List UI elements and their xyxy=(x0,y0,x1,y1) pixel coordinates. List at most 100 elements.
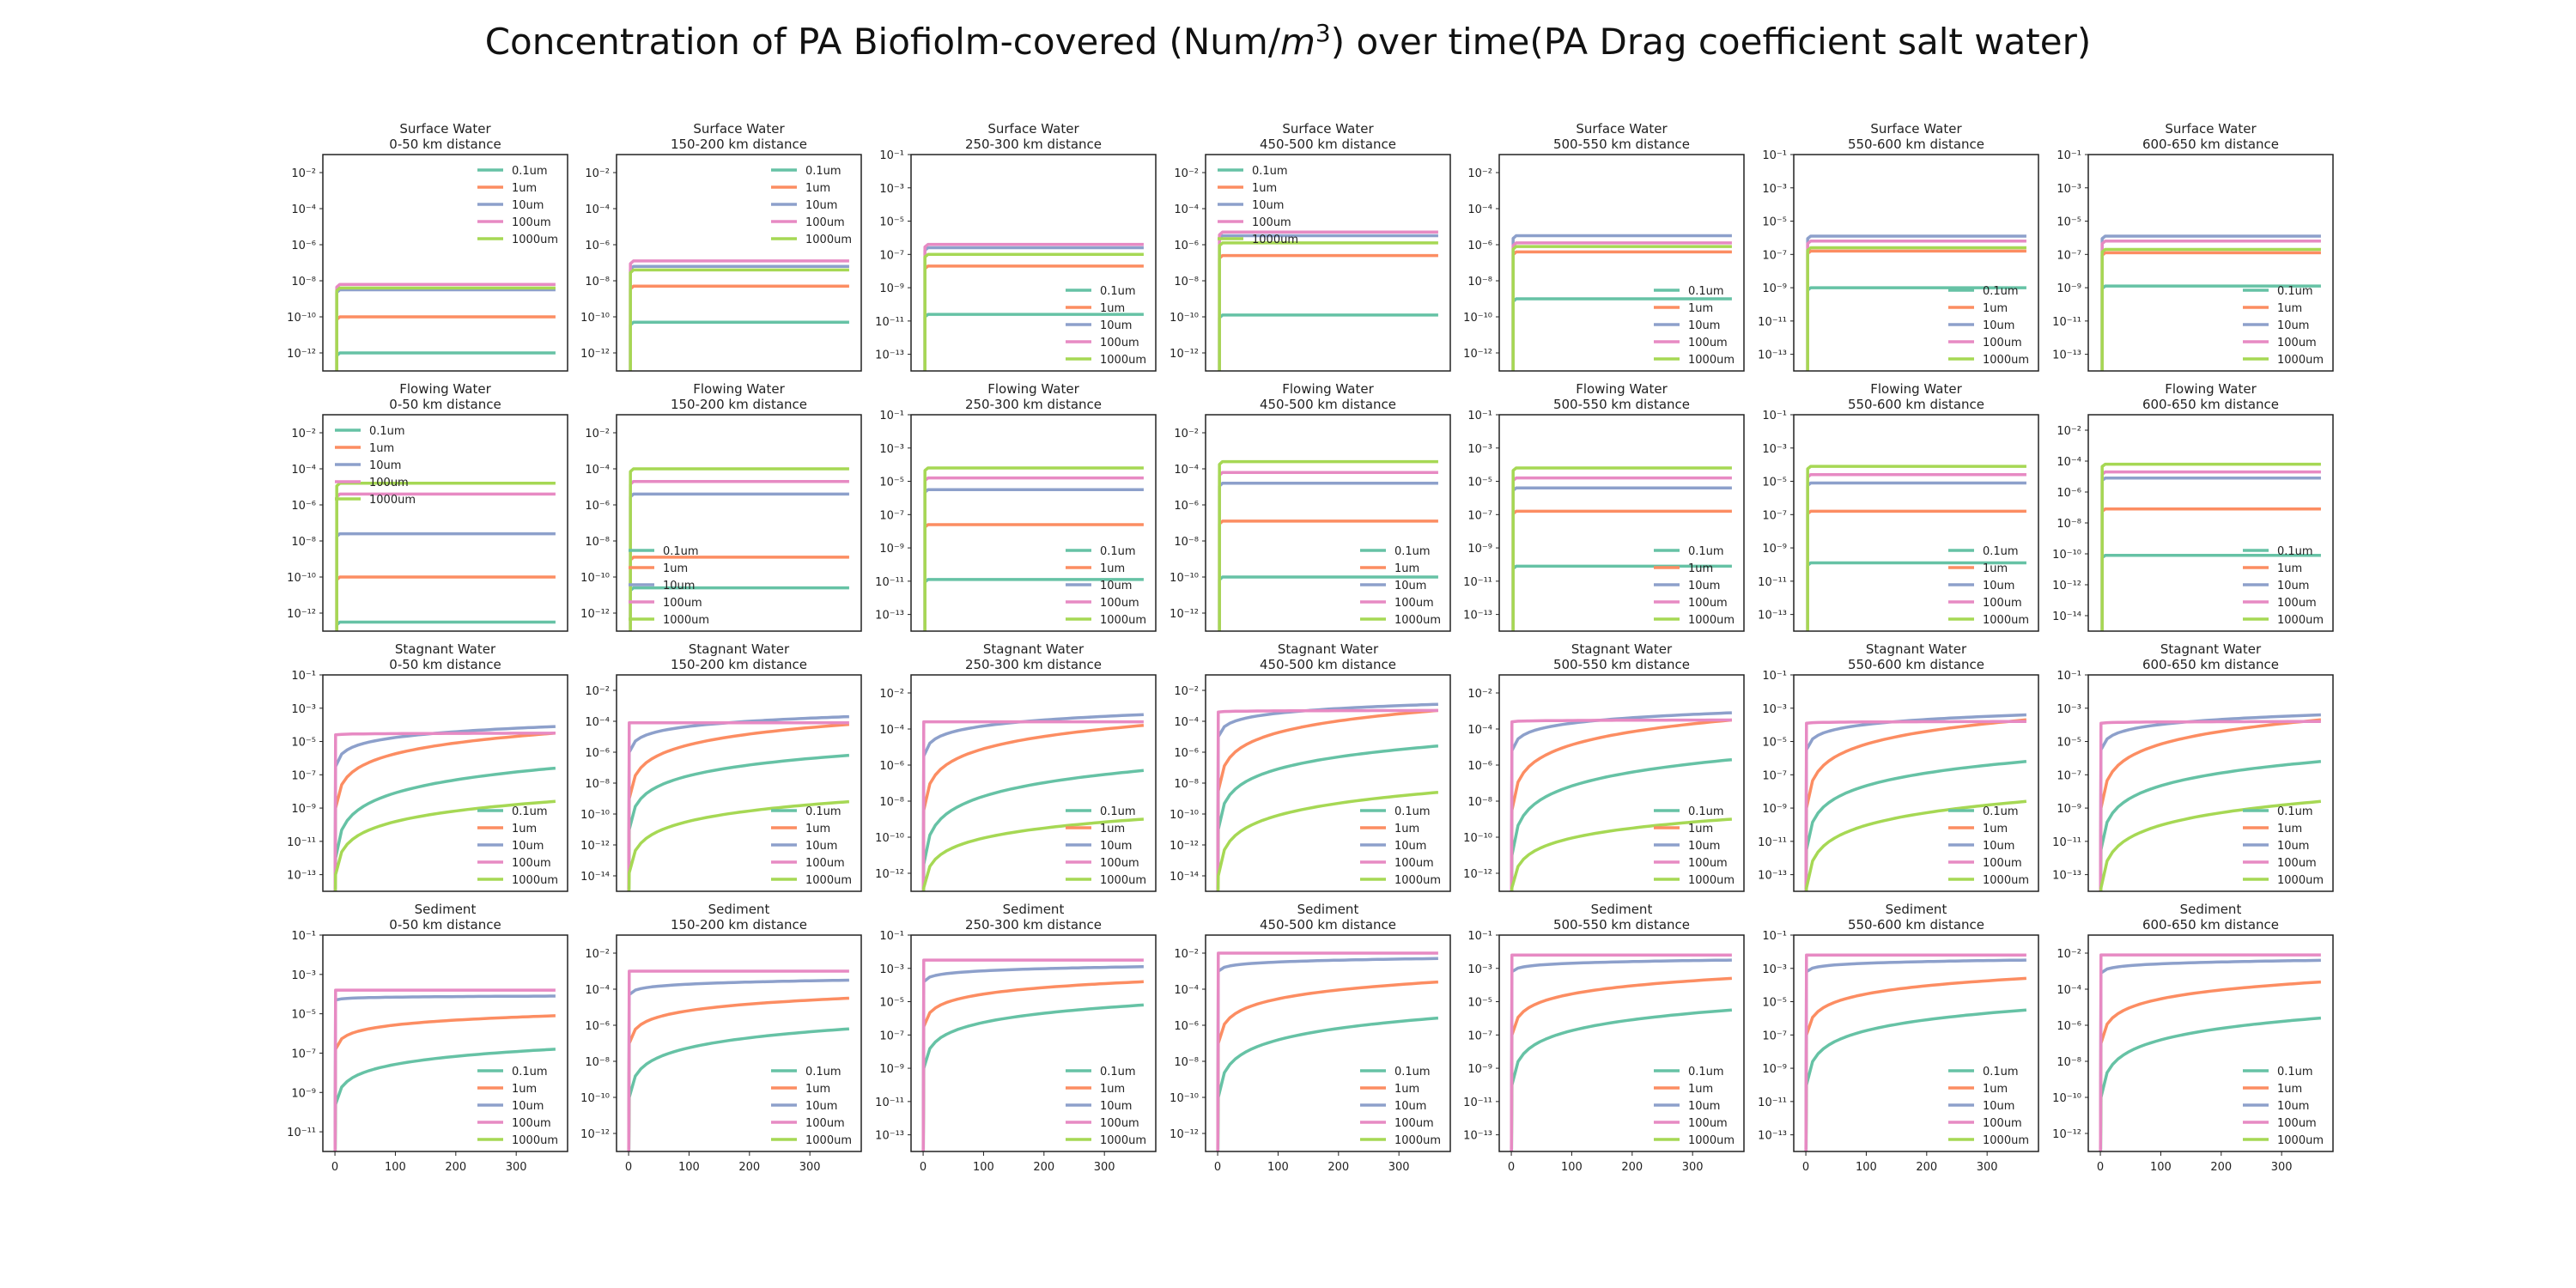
legend-label-1um: 1um xyxy=(1394,562,1419,575)
y-tick-label: 10⁻¹¹ xyxy=(2052,316,2081,329)
y-tick-label: 10⁻² xyxy=(585,685,610,698)
y-tick-label: 10⁻⁸ xyxy=(1174,276,1199,289)
subplot-subtitle: 250-300 km distance xyxy=(965,397,1102,412)
series-line-0.1um xyxy=(333,1048,556,1151)
series-line-0.1um xyxy=(2099,760,2322,891)
y-tick-label: 10⁻⁴ xyxy=(1174,464,1199,477)
y-tick-label: 10⁻¹¹ xyxy=(287,1127,316,1139)
legend: 0.1um 1um 10um 100um 1000um xyxy=(2243,805,2324,887)
y-tick-label: 10⁻² xyxy=(1174,685,1199,698)
y-tick-label: 10⁻⁹ xyxy=(1762,1063,1787,1076)
legend-label-0.1um: 0.1um xyxy=(1100,805,1136,818)
series-line-1um xyxy=(1216,980,1439,1151)
legend-label-1um: 1um xyxy=(512,182,537,195)
legend-label-1000um: 1000um xyxy=(1688,614,1735,627)
legend-label-0.1um: 0.1um xyxy=(1394,545,1431,558)
subplot-title: Surface Water xyxy=(1870,121,1962,137)
y-tick-label: 10⁻¹ xyxy=(879,149,904,162)
subplot-title: Stagnant Water xyxy=(2160,641,2262,657)
series-group xyxy=(921,713,1145,891)
x-tick-label: 100 xyxy=(1561,1161,1583,1174)
legend-label-0.1um: 0.1um xyxy=(805,1066,841,1078)
series-line-100um xyxy=(1804,953,2026,1151)
y-tick-label: 10⁻¹⁰ xyxy=(1170,312,1199,325)
legend: 0.1um 1um 10um 100um 1000um xyxy=(1948,805,2029,887)
y-tick-label: 10⁻¹⁰ xyxy=(2052,549,2081,562)
legend: 0.1um 1um 10um 100um 1000um xyxy=(771,165,852,246)
series-line-0.1um xyxy=(1804,1008,2027,1151)
series-group xyxy=(335,482,556,631)
y-tick-label: 10⁻³ xyxy=(1762,443,1787,456)
x-tick-label: 300 xyxy=(799,1161,821,1174)
plot-frame xyxy=(1498,154,1745,372)
y-tick-label: 10⁻¹¹ xyxy=(1758,316,1787,329)
x-tick-label: 100 xyxy=(385,1161,406,1174)
subplot-subtitle: 150-200 km distance xyxy=(671,137,807,152)
series-line-0.1um xyxy=(335,620,556,631)
series-group xyxy=(1218,230,1438,371)
legend-label-100um: 100um xyxy=(1688,857,1728,870)
series-line-0.1um xyxy=(2099,1016,2322,1151)
series-line-100um xyxy=(921,720,1144,891)
legend-label-0.1um: 0.1um xyxy=(512,165,548,178)
series-line-1um xyxy=(1510,976,1733,1151)
subplot-title: Surface Water xyxy=(1282,121,1374,137)
subplot-subtitle: 550-600 km distance xyxy=(1848,397,1984,412)
series-line-100um xyxy=(1216,951,1438,1151)
x-tick-label: 300 xyxy=(1388,1161,1410,1174)
y-tick-label: 10⁻¹² xyxy=(1170,840,1199,853)
y-tick-label: 10⁻¹⁰ xyxy=(1170,809,1199,822)
legend-label-1um: 1um xyxy=(2277,1083,2302,1096)
plot-frame xyxy=(1498,674,1745,892)
legend-label-100um: 100um xyxy=(1100,857,1139,870)
subplot-title: Flowing Water xyxy=(1282,381,1374,397)
y-tick-label: 10⁻⁵ xyxy=(1762,737,1787,750)
legend-label-1000um: 1000um xyxy=(1394,614,1441,627)
x-tick-label: 300 xyxy=(1977,1161,1998,1174)
y-tick-label: 10⁻⁶ xyxy=(1174,500,1199,513)
series-line-1000um xyxy=(1804,799,2027,891)
series-group xyxy=(2099,713,2322,891)
y-tick-label: 10⁻⁷ xyxy=(2057,249,2081,262)
legend-label-1000um: 1000um xyxy=(1688,874,1735,887)
subplot-title: Stagnant Water xyxy=(983,641,1084,657)
y-tick-label: 10⁻⁷ xyxy=(2057,769,2081,782)
y-tick-label: 10⁻⁴ xyxy=(291,204,316,216)
legend-label-0.1um: 0.1um xyxy=(805,165,841,178)
series-group xyxy=(627,969,850,1151)
y-tick-label: 10⁻⁴ xyxy=(1467,204,1492,216)
series-line-1um xyxy=(2099,980,2322,1151)
series-line-10um xyxy=(627,978,849,1151)
y-tick-label: 10⁻⁴ xyxy=(585,204,610,216)
plot-frame xyxy=(616,674,862,892)
series-group xyxy=(629,259,849,371)
legend-label-10um: 10um xyxy=(1100,319,1132,332)
legend: 0.1um 1um 10um 100um 1000um xyxy=(1218,165,1298,246)
subplot-subtitle: 450-500 km distance xyxy=(1260,397,1396,412)
y-tick-label: 10⁻⁶ xyxy=(291,500,316,513)
x-tick-label: 0 xyxy=(331,1161,338,1174)
y-tick-label: 10⁻⁶ xyxy=(2057,1020,2081,1033)
legend-label-1000um: 1000um xyxy=(2277,874,2324,887)
series-group xyxy=(1511,234,1732,371)
y-tick-label: 10⁻⁸ xyxy=(879,796,904,809)
legend-label-1um: 1um xyxy=(2277,302,2302,315)
y-tick-label: 10⁻³ xyxy=(1467,963,1492,976)
y-tick-label: 10⁻³ xyxy=(879,963,904,976)
legend-label-1um: 1um xyxy=(2277,562,2302,575)
legend-label-100um: 100um xyxy=(1983,857,2022,870)
y-tick-label: 10⁻⁹ xyxy=(1467,543,1492,556)
legend-label-1000um: 1000um xyxy=(1394,874,1441,887)
y-tick-label: 10⁻⁹ xyxy=(879,543,904,556)
series-line-0.1um xyxy=(627,753,850,891)
legend-label-0.1um: 0.1um xyxy=(1394,1066,1431,1078)
series-line-10um xyxy=(1511,486,1732,631)
legend: 0.1um 1um 10um 100um 1000um xyxy=(2243,285,2324,367)
legend-label-1000um: 1000um xyxy=(1688,1134,1735,1147)
subplot-subtitle: 450-500 km distance xyxy=(1260,657,1396,672)
y-tick-label: 10⁻¹² xyxy=(580,608,610,621)
subplot-subtitle: 500-550 km distance xyxy=(1553,657,1690,672)
legend-label-1000um: 1000um xyxy=(512,1134,558,1147)
